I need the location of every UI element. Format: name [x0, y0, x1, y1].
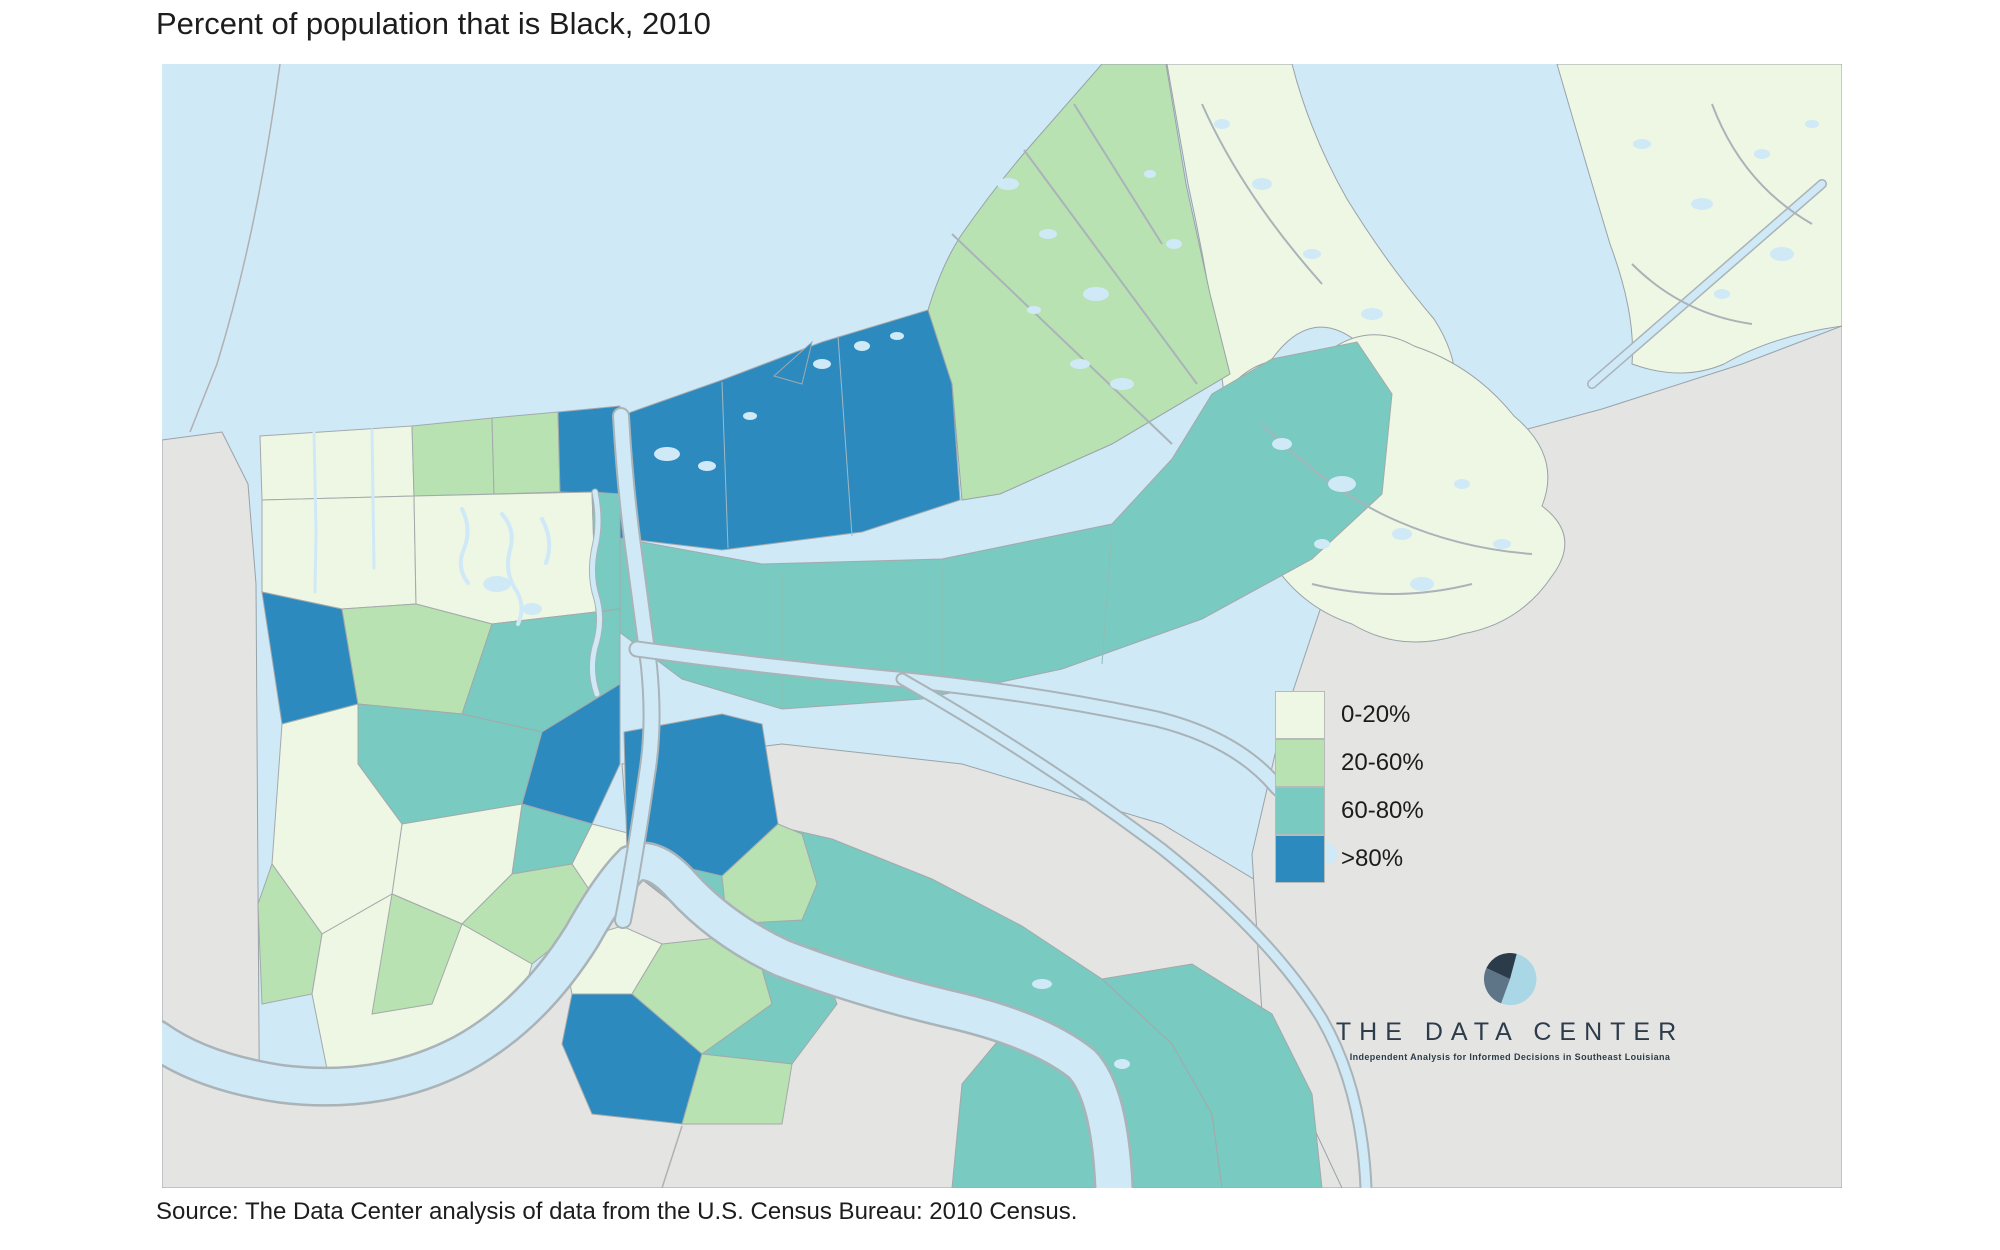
blue-lakefront-band [619, 309, 961, 551]
lower-ninth-tracts [623, 713, 818, 925]
legend-item: 60-80% [1275, 786, 1424, 835]
eastern-marsh-tracts [1166, 64, 1842, 643]
legend-swatch-0-20 [1275, 690, 1325, 739]
logo-wordmark: THE DATA CENTER [1335, 1018, 1685, 1046]
map-canvas [162, 64, 1842, 1188]
waterways [162, 103, 1827, 1188]
legend-label: 20-60% [1341, 749, 1424, 776]
legend-item: >80% [1275, 834, 1424, 883]
legend-label: >80% [1341, 845, 1404, 872]
city-census-tracts [257, 405, 635, 1095]
logo-tagline: Independent Analysis for Informed Decisi… [1349, 1052, 1671, 1062]
legend-swatch-over-80 [1275, 834, 1325, 883]
legend-swatch-20-60 [1275, 738, 1325, 787]
data-center-logo: THE DATA CENTER Independent Analysis for… [1336, 952, 1676, 1062]
legend-label: 60-80% [1341, 797, 1424, 824]
map-legend: 0-20% 20-60% 60-80% >80% [1275, 690, 1424, 883]
source-note: Source: The Data Center analysis of data… [156, 1198, 1078, 1225]
legend-item: 0-20% [1275, 690, 1424, 739]
legend-label: 0-20% [1341, 701, 1411, 728]
parish-boundary-lines [189, 64, 683, 1188]
legend-swatch-60-80 [1275, 786, 1325, 835]
pie-logo-icon [1483, 953, 1537, 1006]
choropleth-map [162, 64, 1842, 1188]
page-title: Percent of population that is Black, 201… [156, 6, 711, 41]
legend-item: 20-60% [1275, 738, 1424, 787]
